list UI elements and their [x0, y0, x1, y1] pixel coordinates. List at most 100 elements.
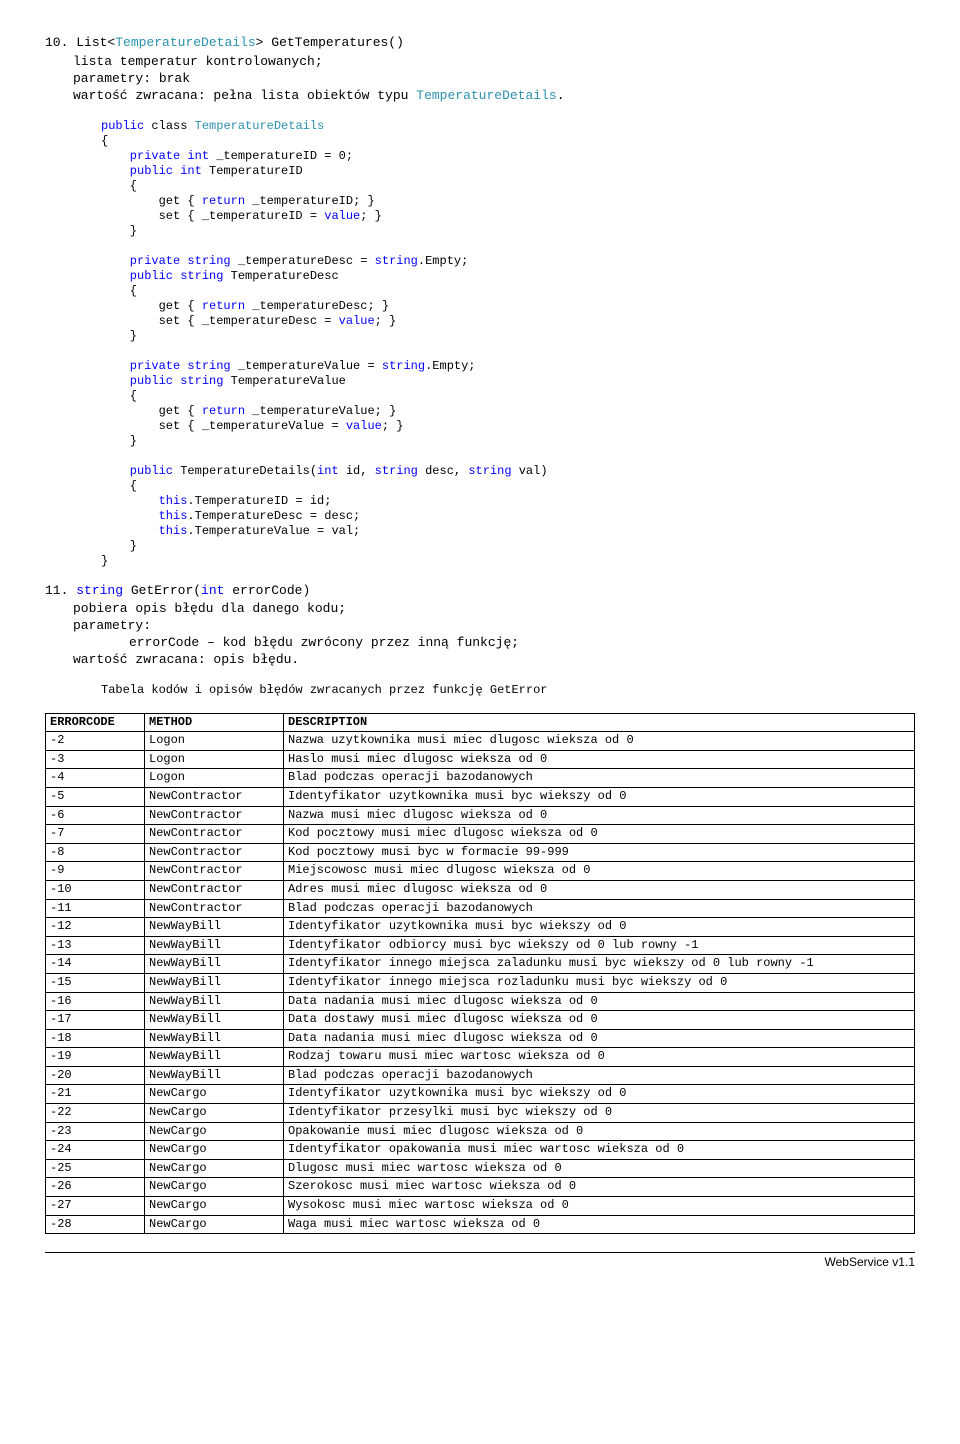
cell-description: Data nadania musi miec dlugosc wieksza o… [284, 992, 915, 1011]
item-11-line4: wartość zwracana: opis błędu. [73, 652, 915, 669]
table-row: -12NewWayBillIdentyfikator uzytkownika m… [46, 918, 915, 937]
cell-method: NewContractor [145, 862, 284, 881]
table-row: -27NewCargoWysokosc musi miec wartosc wi… [46, 1197, 915, 1216]
cell-description: Waga musi miec wartosc wieksza od 0 [284, 1215, 915, 1234]
cell-description: Identyfikator uzytkownika musi byc wieks… [284, 918, 915, 937]
table-row: -3LogonHaslo musi miec dlugosc wieksza o… [46, 750, 915, 769]
cell-method: NewCargo [145, 1178, 284, 1197]
table-row: -15NewWayBillIdentyfikator innego miejsc… [46, 973, 915, 992]
l3c: . [557, 88, 565, 103]
table-row: -5NewContractorIdentyfikator uzytkownika… [46, 787, 915, 806]
header-errorcode: ERRORCODE [46, 713, 145, 732]
sig-post: > GetTemperatures() [256, 35, 404, 50]
cell-errorcode: -3 [46, 750, 145, 769]
item-11-line3: errorCode – kod błędu zwrócony przez inn… [129, 635, 915, 652]
cell-errorcode: -27 [46, 1197, 145, 1216]
cell-errorcode: -20 [46, 1066, 145, 1085]
cell-errorcode: -26 [46, 1178, 145, 1197]
cell-method: NewCargo [145, 1122, 284, 1141]
cell-description: Nazwa uzytkownika musi miec dlugosc wiek… [284, 732, 915, 751]
cell-method: NewContractor [145, 787, 284, 806]
cell-method: NewWayBill [145, 1029, 284, 1048]
cell-description: Wysokosc musi miec wartosc wieksza od 0 [284, 1197, 915, 1216]
cell-description: Identyfikator odbiorcy musi byc wiekszy … [284, 936, 915, 955]
cell-description: Dlugosc musi miec wartosc wieksza od 0 [284, 1159, 915, 1178]
table-row: -17NewWayBillData dostawy musi miec dlug… [46, 1011, 915, 1030]
header-description: DESCRIPTION [284, 713, 915, 732]
table-row: -20NewWayBillBlad podczas operacji bazod… [46, 1066, 915, 1085]
cell-errorcode: -10 [46, 880, 145, 899]
table-row: -21NewCargoIdentyfikator uzytkownika mus… [46, 1085, 915, 1104]
cell-method: Logon [145, 769, 284, 788]
cell-description: Haslo musi miec dlugosc wieksza od 0 [284, 750, 915, 769]
table-row: -4LogonBlad podczas operacji bazodanowyc… [46, 769, 915, 788]
cell-description: Rodzaj towaru musi miec wartosc wieksza … [284, 1048, 915, 1067]
table-row: -18NewWayBillData nadania musi miec dlug… [46, 1029, 915, 1048]
cell-method: NewContractor [145, 880, 284, 899]
cell-method: NewCargo [145, 1104, 284, 1123]
cell-method: NewWayBill [145, 1011, 284, 1030]
cell-errorcode: -2 [46, 732, 145, 751]
cell-errorcode: -19 [46, 1048, 145, 1067]
cell-errorcode: -12 [46, 918, 145, 937]
table-row: -7NewContractorKod pocztowy musi miec dl… [46, 825, 915, 844]
cell-errorcode: -5 [46, 787, 145, 806]
table-row: -6NewContractorNazwa musi miec dlugosc w… [46, 806, 915, 825]
cell-description: Blad podczas operacji bazodanowych [284, 769, 915, 788]
cell-errorcode: -13 [46, 936, 145, 955]
cell-errorcode: -4 [46, 769, 145, 788]
item-10-line1: lista temperatur kontrolowanych; [73, 54, 915, 71]
cell-method: NewCargo [145, 1141, 284, 1160]
item-11-line1: pobiera opis błędu dla danego kodu; [73, 601, 915, 618]
item-10-line3: wartość zwracana: pełna lista obiektów t… [73, 88, 915, 105]
item-11-heading: 11. string GetError(int errorCode) [45, 583, 915, 600]
cell-description: Kod pocztowy musi miec dlugosc wieksza o… [284, 825, 915, 844]
cell-description: Data nadania musi miec dlugosc wieksza o… [284, 1029, 915, 1048]
error-table: ERRORCODE METHOD DESCRIPTION -2LogonNazw… [45, 713, 915, 1235]
cell-description: Identyfikator uzytkownika musi byc wieks… [284, 1085, 915, 1104]
sig-c: int [201, 583, 224, 598]
cell-errorcode: -11 [46, 899, 145, 918]
cell-errorcode: -17 [46, 1011, 145, 1030]
item-10-line2: parametry: brak [73, 71, 915, 88]
cell-description: Opakowanie musi miec dlugosc wieksza od … [284, 1122, 915, 1141]
table-row: -25NewCargoDlugosc musi miec wartosc wie… [46, 1159, 915, 1178]
cell-errorcode: -16 [46, 992, 145, 1011]
cell-method: NewCargo [145, 1197, 284, 1216]
sig-pre: List< [76, 35, 115, 50]
table-row: -16NewWayBillData nadania musi miec dlug… [46, 992, 915, 1011]
header-method: METHOD [145, 713, 284, 732]
l3b: TemperatureDetails [416, 88, 556, 103]
cell-description: Kod pocztowy musi byc w formacie 99-999 [284, 843, 915, 862]
cell-description: Identyfikator innego miejsca zaladunku m… [284, 955, 915, 974]
cell-method: NewWayBill [145, 936, 284, 955]
cell-errorcode: -14 [46, 955, 145, 974]
cell-description: Szerokosc musi miec wartosc wieksza od 0 [284, 1178, 915, 1197]
cell-method: NewCargo [145, 1215, 284, 1234]
cell-method: NewWayBill [145, 1066, 284, 1085]
table-row: -28NewCargoWaga musi miec wartosc wieksz… [46, 1215, 915, 1234]
cell-method: Logon [145, 750, 284, 769]
sig-d: errorCode) [224, 583, 310, 598]
table-row: -23NewCargoOpakowanie musi miec dlugosc … [46, 1122, 915, 1141]
l3a: wartość zwracana: pełna lista obiektów t… [73, 88, 416, 103]
cell-errorcode: -21 [46, 1085, 145, 1104]
cell-errorcode: -24 [46, 1141, 145, 1160]
cell-method: NewWayBill [145, 955, 284, 974]
cell-description: Identyfikator innego miejsca rozladunku … [284, 973, 915, 992]
table-row: -10NewContractorAdres musi miec dlugosc … [46, 880, 915, 899]
cell-errorcode: -6 [46, 806, 145, 825]
cell-method: NewCargo [145, 1085, 284, 1104]
cell-description: Identyfikator opakowania musi miec warto… [284, 1141, 915, 1160]
table-row: -2LogonNazwa uzytkownika musi miec dlugo… [46, 732, 915, 751]
table-caption: Tabela kodów i opisów błędów zwracanych … [101, 683, 915, 699]
cell-method: NewContractor [145, 806, 284, 825]
table-row: -11NewContractorBlad podczas operacji ba… [46, 899, 915, 918]
item-number: 10. [45, 35, 68, 50]
table-row: -9NewContractorMiejscowosc musi miec dlu… [46, 862, 915, 881]
cell-errorcode: -9 [46, 862, 145, 881]
table-header-row: ERRORCODE METHOD DESCRIPTION [46, 713, 915, 732]
item-10-heading: 10. List<TemperatureDetails> GetTemperat… [45, 35, 915, 52]
table-row: -22NewCargoIdentyfikator przesylki musi … [46, 1104, 915, 1123]
cell-errorcode: -7 [46, 825, 145, 844]
